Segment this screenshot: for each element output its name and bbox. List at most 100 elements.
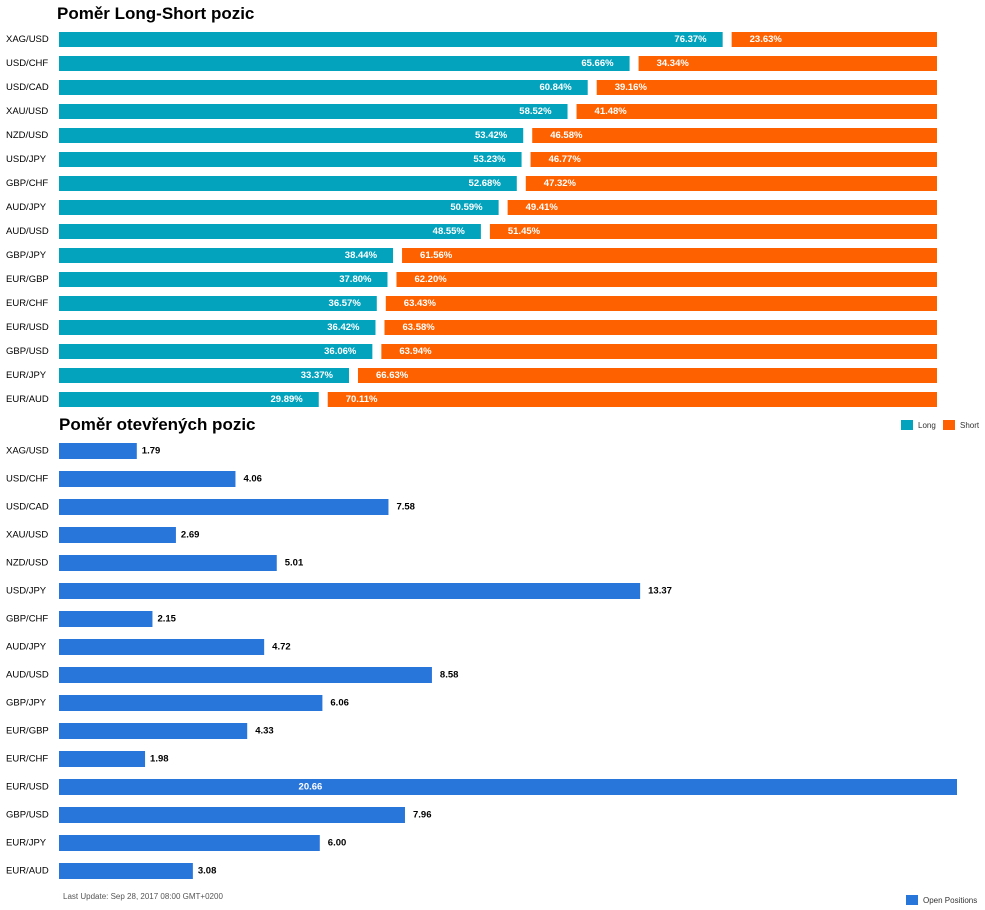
open-value-label-aud-jpy: 4.72 — [272, 642, 291, 653]
short-value-label-aud-usd: 51.45% — [508, 226, 541, 237]
short-bar-nzd-usd — [532, 128, 937, 143]
open-bar-usd-jpy — [59, 583, 641, 599]
short-value-label-gbp-chf: 47.32% — [544, 178, 577, 189]
open-bar-nzd-usd — [59, 555, 277, 571]
open-bar-eur-gbp — [59, 723, 248, 739]
ls-category-label-xag-usd: XAG/USD — [6, 34, 49, 45]
short-bar-xau-usd — [576, 104, 937, 119]
last-update-text: Last Update: Sep 28, 2017 08:00 GMT+0200 — [63, 892, 223, 901]
op-category-label-eur-usd: EUR/USD — [6, 782, 49, 793]
long-bar-eur-usd — [59, 320, 376, 335]
long-bar-xag-usd — [59, 32, 723, 47]
open-value-label-usd-cad: 7.58 — [396, 502, 415, 513]
open-bar-gbp-jpy — [59, 695, 323, 711]
long-bar-usd-cad — [59, 80, 588, 95]
open-value-label-usd-jpy: 13.37 — [648, 586, 672, 597]
ls-category-label-eur-aud: EUR/AUD — [6, 394, 49, 405]
legend-open-positions: Open Positions — [906, 895, 977, 905]
ls-category-label-aud-usd: AUD/USD — [6, 226, 49, 237]
legend-open-swatch — [906, 895, 918, 905]
legend-short: Short — [943, 420, 979, 430]
short-value-label-usd-chf: 34.34% — [657, 58, 690, 69]
long-bar-aud-jpy — [59, 200, 499, 215]
long-value-label-gbp-usd: 36.06% — [324, 346, 357, 357]
ls-category-label-eur-jpy: EUR/JPY — [6, 370, 47, 381]
open-bar-usd-chf — [59, 471, 236, 487]
op-category-label-xag-usd: XAG/USD — [6, 446, 49, 457]
short-value-label-gbp-usd: 63.94% — [399, 346, 432, 357]
open-bar-xag-usd — [59, 443, 137, 459]
ls-category-label-xau-usd: XAU/USD — [6, 106, 48, 117]
op-category-label-xau-usd: XAU/USD — [6, 530, 48, 541]
legend-open-label: Open Positions — [923, 895, 978, 905]
long-bar-gbp-usd — [59, 344, 373, 359]
open-value-label-gbp-jpy: 6.06 — [330, 698, 349, 709]
long-value-label-eur-gbp: 37.80% — [339, 274, 372, 285]
long-value-label-aud-jpy: 50.59% — [450, 202, 483, 213]
open-value-label-xag-usd: 1.79 — [142, 446, 161, 457]
open-positions-chart-title: Poměr otevřených pozic — [59, 415, 256, 434]
open-value-label-aud-usd: 8.58 — [440, 670, 459, 681]
open-value-label-eur-aud: 3.08 — [198, 866, 217, 877]
long-value-label-aud-usd: 48.55% — [433, 226, 466, 237]
open-bar-eur-usd — [59, 779, 957, 795]
short-value-label-usd-jpy: 46.77% — [549, 154, 582, 165]
short-value-label-xag-usd: 23.63% — [750, 34, 783, 45]
long-bar-eur-gbp — [59, 272, 388, 287]
short-value-label-eur-jpy: 66.63% — [376, 370, 409, 381]
short-bar-aud-jpy — [507, 200, 937, 215]
short-value-label-gbp-jpy: 61.56% — [420, 250, 453, 261]
short-bar-gbp-jpy — [402, 248, 938, 263]
long-value-label-xag-usd: 76.37% — [674, 34, 707, 45]
op-category-label-aud-jpy: AUD/JPY — [6, 642, 47, 653]
op-category-label-eur-chf: EUR/CHF — [6, 754, 48, 765]
long-value-label-usd-jpy: 53.23% — [473, 154, 506, 165]
ls-category-label-gbp-chf: GBP/CHF — [6, 178, 48, 189]
legend-short-swatch — [943, 420, 955, 430]
op-category-label-usd-jpy: USD/JPY — [6, 586, 47, 597]
long-bar-usd-jpy — [59, 152, 522, 167]
long-value-label-xau-usd: 58.52% — [519, 106, 552, 117]
long-value-label-eur-usd: 36.42% — [327, 322, 360, 333]
short-bar-usd-jpy — [530, 152, 937, 167]
short-bar-eur-aud — [327, 392, 937, 407]
open-bar-gbp-chf — [59, 611, 153, 627]
long-value-label-usd-cad: 60.84% — [539, 82, 572, 93]
short-bar-eur-gbp — [396, 272, 937, 287]
open-bar-aud-jpy — [59, 639, 265, 655]
op-category-label-eur-jpy: EUR/JPY — [6, 838, 47, 849]
short-bar-aud-usd — [489, 224, 937, 239]
long-value-label-eur-jpy: 33.37% — [301, 370, 334, 381]
long-value-label-gbp-chf: 52.68% — [469, 178, 502, 189]
short-bar-usd-chf — [638, 56, 937, 71]
long-value-label-usd-chf: 65.66% — [581, 58, 614, 69]
open-bar-gbp-usd — [59, 807, 405, 823]
long-bar-eur-jpy — [59, 368, 349, 383]
ls-category-label-usd-jpy: USD/JPY — [6, 154, 47, 165]
open-value-label-gbp-chf: 2.15 — [157, 614, 176, 625]
open-bar-xau-usd — [59, 527, 176, 543]
legend-long-swatch — [901, 420, 913, 430]
op-category-label-eur-aud: EUR/AUD — [6, 866, 49, 877]
ls-category-label-gbp-jpy: GBP/JPY — [6, 250, 47, 261]
long-value-label-eur-chf: 36.57% — [329, 298, 362, 309]
long-bar-nzd-usd — [59, 128, 524, 143]
short-bar-xag-usd — [731, 32, 937, 47]
long-bar-usd-chf — [59, 56, 630, 71]
open-value-label-eur-chf: 1.98 — [150, 754, 169, 765]
op-category-label-gbp-chf: GBP/CHF — [6, 614, 48, 625]
ls-category-label-eur-usd: EUR/USD — [6, 322, 49, 333]
ls-category-label-nzd-usd: NZD/USD — [6, 130, 48, 141]
long-bar-eur-chf — [59, 296, 377, 311]
short-bar-usd-cad — [596, 80, 937, 95]
open-value-label-xau-usd: 2.69 — [181, 530, 200, 541]
open-bar-eur-chf — [59, 751, 146, 767]
long-value-label-gbp-jpy: 38.44% — [345, 250, 378, 261]
short-value-label-eur-usd: 63.58% — [402, 322, 435, 333]
short-value-label-nzd-usd: 46.58% — [550, 130, 583, 141]
open-bar-usd-cad — [59, 499, 389, 515]
short-bar-eur-usd — [384, 320, 937, 335]
short-value-label-eur-gbp: 62.20% — [414, 274, 447, 285]
ls-category-label-usd-chf: USD/CHF — [6, 58, 48, 69]
ls-category-label-eur-gbp: EUR/GBP — [6, 274, 49, 285]
